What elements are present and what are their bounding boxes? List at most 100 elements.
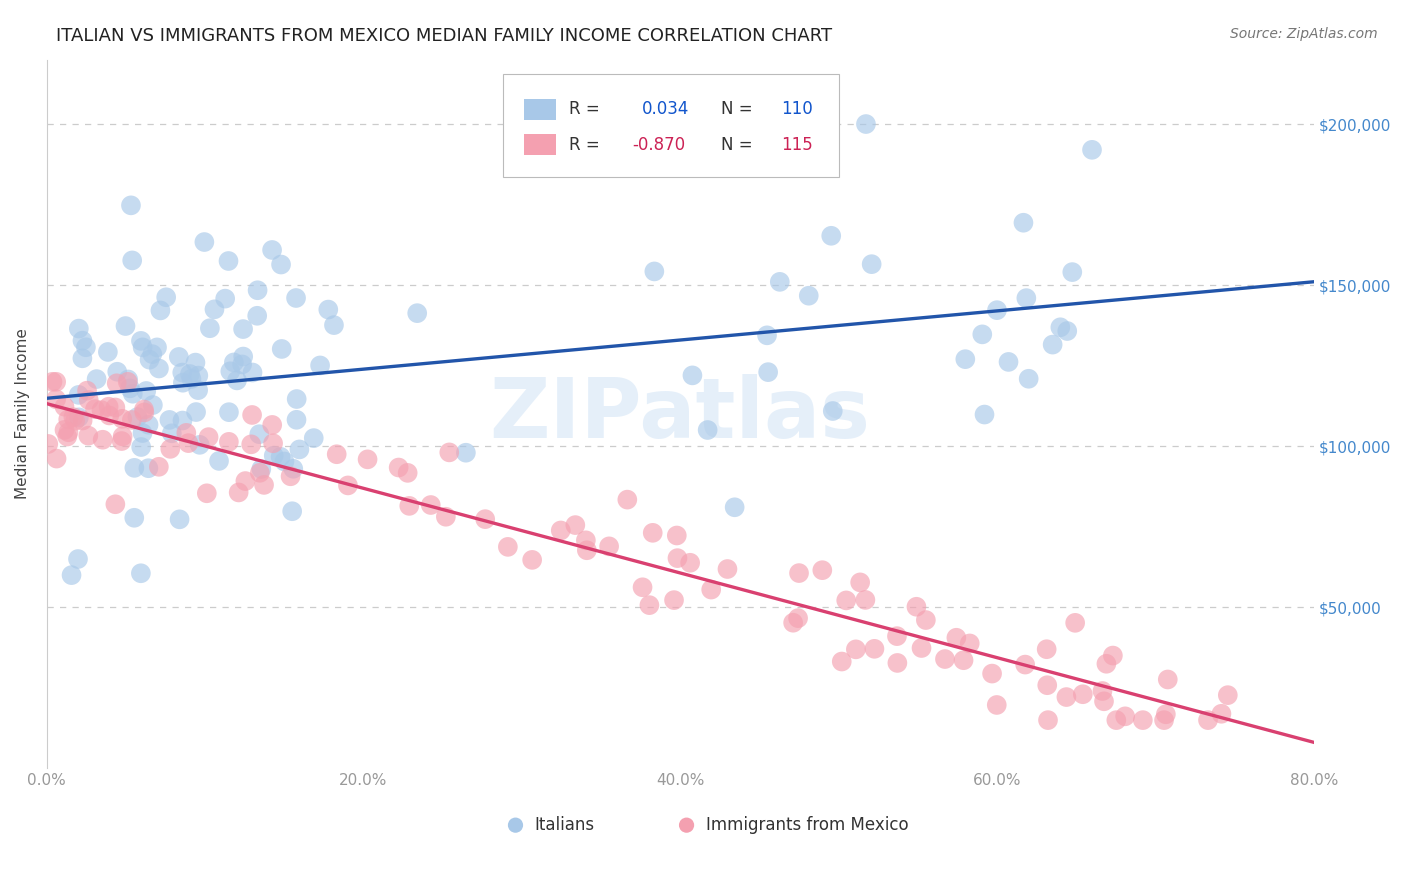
Point [665,528,688,542]
Point [72,334,94,348]
Point [131,340,153,354]
Point [117,372,139,386]
Point [148,361,170,376]
Point [396,466,419,480]
Point [214,292,236,306]
Point [782,615,804,630]
Point [1015,291,1038,305]
Point [905,599,928,614]
Point [811,563,834,577]
Point [72,413,94,427]
Point [1091,684,1114,698]
Point [270,450,292,464]
Point [246,283,269,297]
Text: 110: 110 [782,100,813,119]
Point [474,512,496,526]
Point [910,640,932,655]
Point [97,345,120,359]
Text: Italians: Italians [534,816,595,834]
Point [118,381,141,395]
Point [1157,673,1180,687]
Point [111,412,134,426]
Text: ITALIAN VS IMMIGRANTS FROM MEXICO MEDIAN FAMILY INCOME CORRELATION CHART: ITALIAN VS IMMIGRANTS FROM MEXICO MEDIAN… [56,27,832,45]
Point [76,384,98,398]
Point [120,198,142,212]
Point [67,410,90,425]
Point [981,666,1004,681]
Point [860,257,883,271]
Point [90,403,112,417]
Point [121,386,143,401]
Point [283,462,305,476]
Point [945,631,967,645]
Point [111,429,134,443]
Point [1054,690,1077,704]
Point [232,322,254,336]
Point [138,352,160,367]
Point [281,504,304,518]
Point [1035,642,1057,657]
Point [821,404,844,418]
Point [280,469,302,483]
Point [621,761,644,775]
Point [643,264,665,278]
Point [831,655,853,669]
Point [439,445,461,459]
Point [167,350,190,364]
Point [193,235,215,249]
Point [316,302,339,317]
Point [155,290,177,304]
Point [1049,320,1071,334]
Point [253,478,276,492]
Text: -0.870: -0.870 [633,136,685,153]
Point [75,340,97,354]
Point [270,258,292,272]
Point [564,518,586,533]
Point [1153,713,1175,727]
Point [388,460,411,475]
Point [58,425,80,440]
Point [198,321,221,335]
Point [716,562,738,576]
Point [325,447,347,461]
Point [218,434,240,449]
Point [756,365,779,379]
Point [134,405,156,419]
Point [45,375,67,389]
Bar [524,99,555,120]
Point [288,442,311,457]
Point [146,340,169,354]
Point [959,636,981,650]
Point [60,568,83,582]
Point [204,302,226,317]
Point [398,499,420,513]
Point [1064,615,1087,630]
Point [105,376,128,391]
Point [111,434,134,448]
Point [835,761,858,775]
Point [72,351,94,366]
Point [550,524,572,538]
Point [240,408,263,422]
Point [45,392,67,407]
Point [56,429,79,443]
Y-axis label: Median Family Income: Median Family Income [15,328,30,500]
Text: R =: R = [568,100,610,119]
FancyBboxPatch shape [503,74,838,177]
Point [769,275,792,289]
Point [1036,713,1059,727]
Point [121,253,143,268]
Point [986,303,1008,318]
Point [122,510,145,524]
Text: 115: 115 [782,136,813,153]
Point [309,359,332,373]
Point [598,539,620,553]
Point [127,410,149,425]
Point [53,423,76,437]
Point [285,291,308,305]
Point [662,593,685,607]
Point [124,460,146,475]
Point [132,402,155,417]
Point [53,400,76,414]
Point [157,413,180,427]
